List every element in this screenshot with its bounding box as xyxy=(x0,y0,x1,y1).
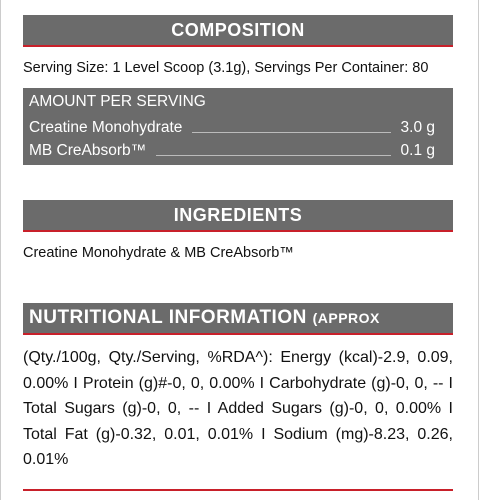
nutrient-name: Creatine Monohydrate xyxy=(29,119,183,136)
amount-table: AMOUNT PER SERVING Creatine Monohydrate 3… xyxy=(23,88,453,165)
serving-info: Serving Size: 1 Level Scoop (3.1g), Serv… xyxy=(23,60,429,76)
header-subtitle: (APPROX VALUES): xyxy=(29,310,380,356)
table-row: Creatine Monohydrate 3.0 g xyxy=(29,119,435,137)
table-row: MB CreAbsorb™ 0.1 g xyxy=(29,142,435,160)
divider xyxy=(23,489,453,491)
header-title: NUTRITIONAL INFORMATION xyxy=(29,307,307,328)
nutrition-text: (Qty./100g, Qty./Serving, %RDA^): Energy… xyxy=(23,349,453,468)
ingredients-text: Creatine Monohydrate & MB CreAbsorb™ xyxy=(23,245,294,261)
nutrient-amount: 3.0 g xyxy=(400,119,435,136)
section-header: NUTRITIONAL INFORMATION (APPROX VALUES): xyxy=(23,303,453,356)
table-header: AMOUNT PER SERVING xyxy=(29,93,206,110)
nutrient-amount: 0.1 g xyxy=(400,142,435,159)
section-header: COMPOSITION xyxy=(23,15,453,47)
section-header: INGREDIENTS xyxy=(23,200,453,232)
nutrient-name: MB CreAbsorb™ xyxy=(29,142,147,159)
